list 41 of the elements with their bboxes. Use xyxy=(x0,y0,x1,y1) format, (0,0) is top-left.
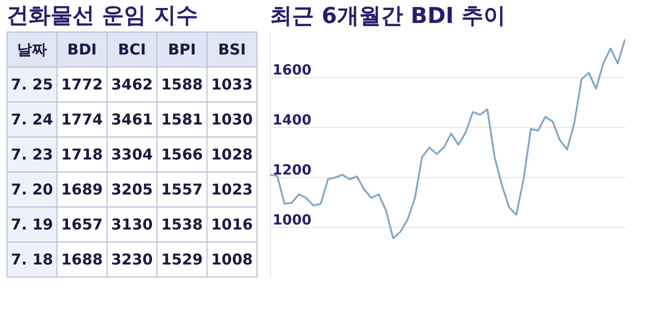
data-label: 1008 xyxy=(211,250,253,268)
data-label: 1718 xyxy=(61,146,103,164)
data-label: 1028 xyxy=(211,146,253,164)
data-label: 1016 xyxy=(211,216,253,234)
y-tick-label: 7. 20 xyxy=(10,180,54,198)
data-label: 1538 xyxy=(161,216,203,234)
y-axis-title: 날짜 xyxy=(17,40,47,58)
data-label: 3461 xyxy=(111,110,153,128)
chart-title: 최근 6개월간 BDI 추이 xyxy=(270,4,506,29)
data-label: 1557 xyxy=(161,180,203,198)
x-tick-label: BSI xyxy=(218,40,246,58)
y-tick-label: 1000 xyxy=(272,212,312,228)
x-tick-label: BDI xyxy=(67,40,97,58)
data-label: 1772 xyxy=(61,76,103,94)
data-label: 1033 xyxy=(211,76,253,94)
y-tick-label: 7. 25 xyxy=(10,76,54,94)
data-label: 3230 xyxy=(111,250,153,268)
y-tick-label: 7. 18 xyxy=(10,250,54,268)
data-label: 1657 xyxy=(61,216,103,234)
data-label: 1689 xyxy=(61,180,103,198)
y-tick-label: 1600 xyxy=(272,62,312,78)
data-label: 1774 xyxy=(61,110,103,128)
data-label: 1023 xyxy=(211,180,253,198)
data-label: 3462 xyxy=(111,76,153,94)
x-tick-label: BCI xyxy=(118,40,146,58)
y-tick-label: 1400 xyxy=(272,112,312,128)
y-tick-label: 7. 24 xyxy=(10,110,54,128)
y-tick-label: 1200 xyxy=(272,162,312,178)
data-label: 1588 xyxy=(161,76,203,94)
data-label: 1529 xyxy=(161,250,203,268)
y-tick-label: 7. 19 xyxy=(10,216,54,234)
data-label: 1688 xyxy=(61,250,103,268)
x-tick-label: BPI xyxy=(168,40,196,58)
data-label: 1581 xyxy=(161,110,203,128)
data-label: 3130 xyxy=(111,216,153,234)
chart-title: 건화물선 운임 지수 xyxy=(6,4,198,28)
data-label: 3304 xyxy=(111,146,153,164)
data-label: 3205 xyxy=(111,180,153,198)
y-tick-label: 7. 23 xyxy=(10,146,54,164)
data-label: 1566 xyxy=(161,146,203,164)
data-label: 1030 xyxy=(211,110,253,128)
